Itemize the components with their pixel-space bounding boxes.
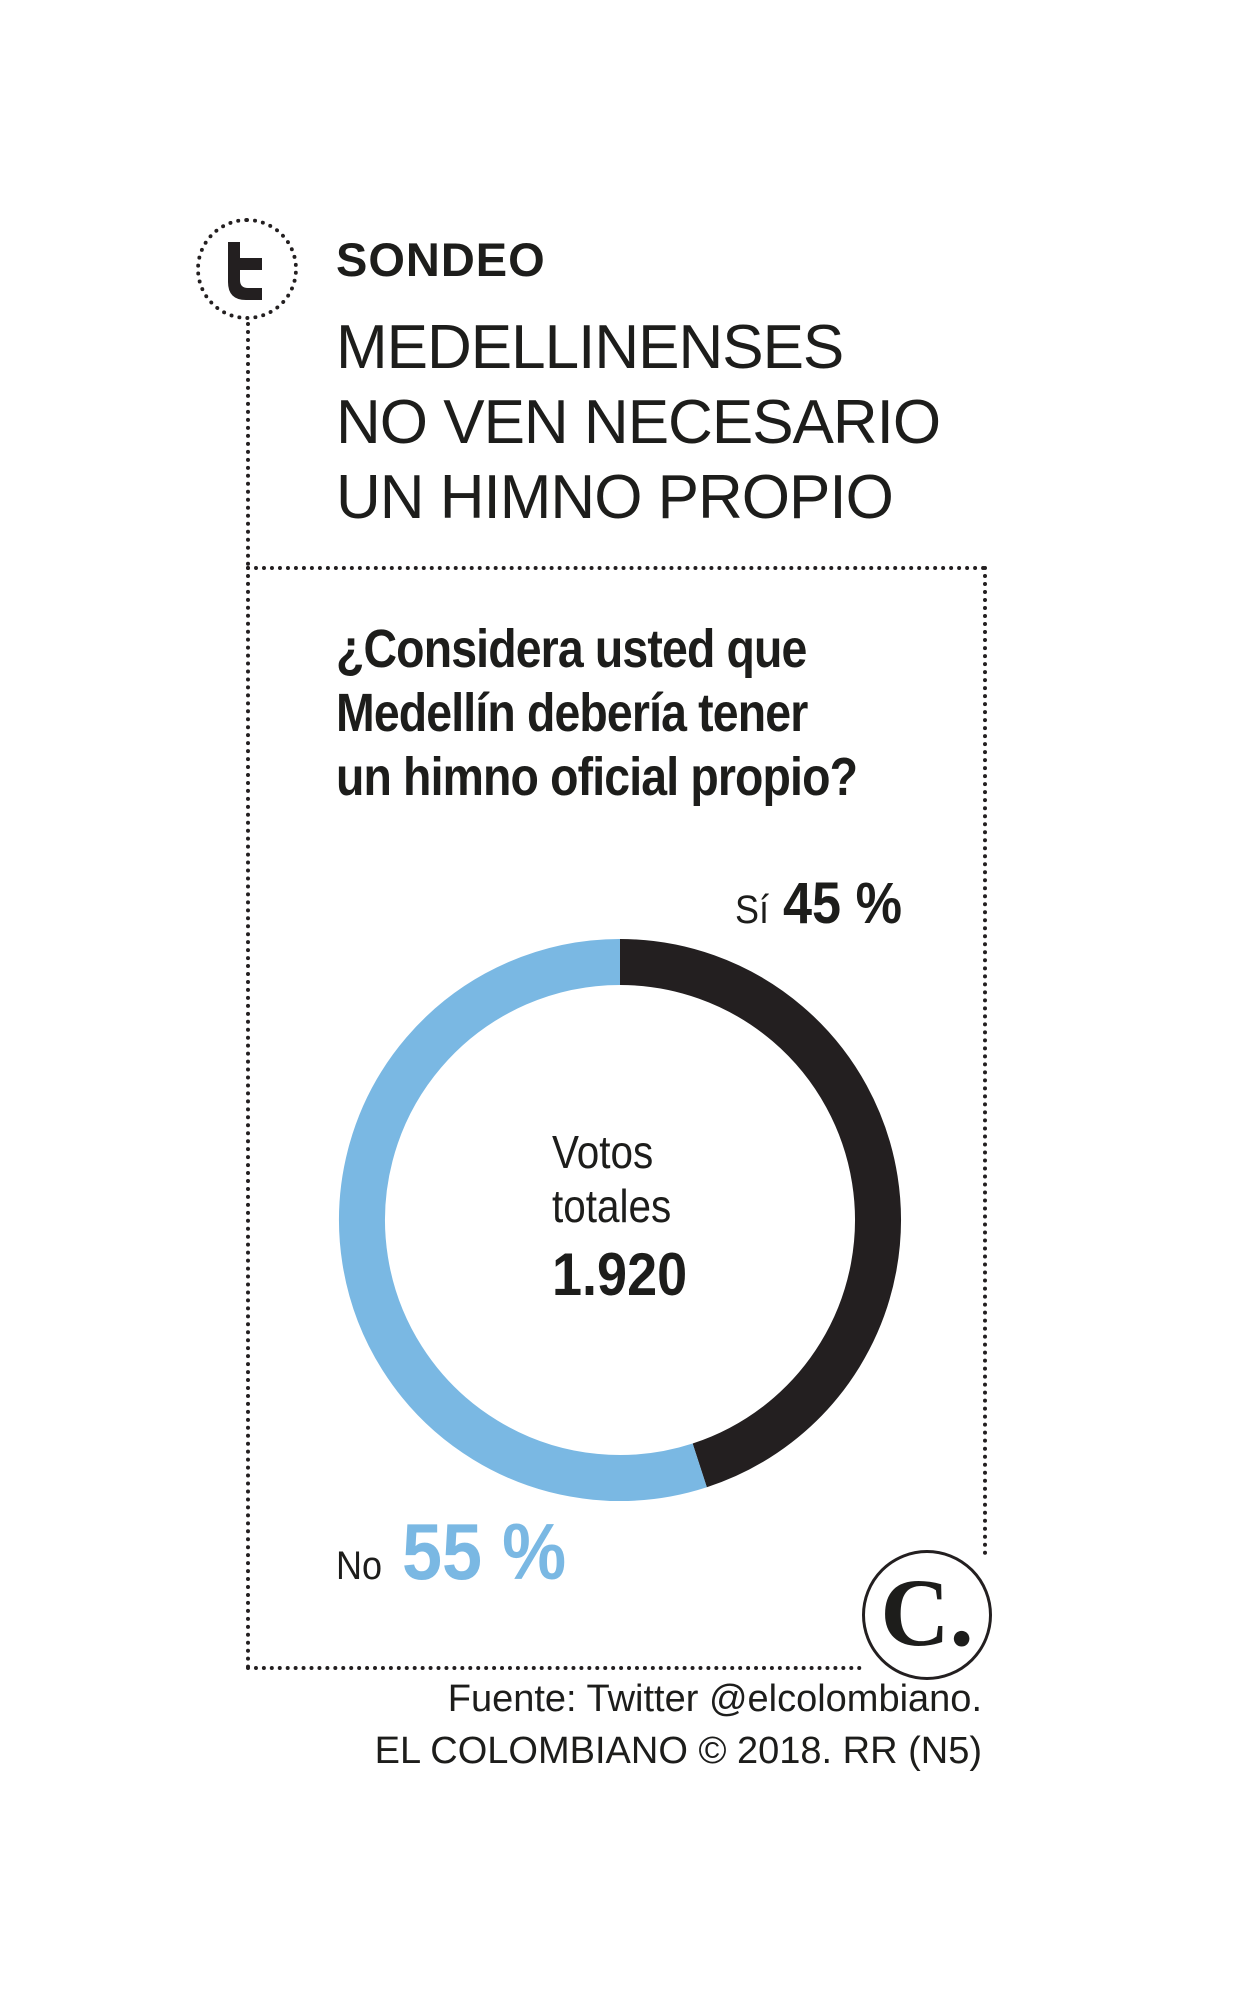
slice-name-si: Sí xyxy=(735,888,770,932)
slice-label-no: No 55 % xyxy=(336,1506,584,1598)
poll-question: ¿Considera usted que Medellín debería te… xyxy=(336,617,886,809)
headline-line: MEDELLINENSES xyxy=(336,313,844,382)
headline-line: UN HIMNO PROPIO xyxy=(336,463,894,532)
donut-chart xyxy=(339,939,901,1501)
donut-slice-no xyxy=(339,939,707,1501)
frame-top-border xyxy=(246,566,986,570)
headline: MEDELLINENSES NO VEN NECESARIO UN HIMNO … xyxy=(336,310,941,535)
total-votes-value: 1.920 xyxy=(552,1241,688,1308)
source-credit: Fuente: Twitter @elcolombiano. EL COLOMB… xyxy=(300,1673,982,1777)
section-tag: SONDEO xyxy=(336,233,546,286)
slice-name-no: No xyxy=(336,1544,383,1588)
question-line: un himno oficial propio? xyxy=(336,747,858,807)
question-line: ¿Considera usted que xyxy=(336,619,807,679)
frame-connector-line xyxy=(246,322,250,566)
frame-right-border xyxy=(983,566,987,1556)
headline-line: NO VEN NECESARIO xyxy=(336,388,941,457)
source-line: Fuente: Twitter @elcolombiano. xyxy=(447,1678,982,1720)
center-label: Votos totales xyxy=(552,1125,688,1233)
credit-line: EL COLOMBIANO © 2018. RR (N5) xyxy=(374,1730,982,1772)
frame-left-border xyxy=(246,566,250,1670)
slice-label-si: Sí 45 % xyxy=(735,870,915,937)
donut-slice-si xyxy=(619,939,901,1488)
el-colombiano-logo: C. xyxy=(862,1550,992,1680)
center-label-line: totales xyxy=(552,1180,672,1232)
twitter-t-icon xyxy=(196,218,298,320)
slice-value-no: 55 % xyxy=(401,1507,566,1596)
frame-bottom-border xyxy=(246,1666,862,1670)
slice-value-si: 45 % xyxy=(783,871,903,936)
question-line: Medellín debería tener xyxy=(336,683,808,743)
center-label-line: Votos xyxy=(552,1126,654,1178)
